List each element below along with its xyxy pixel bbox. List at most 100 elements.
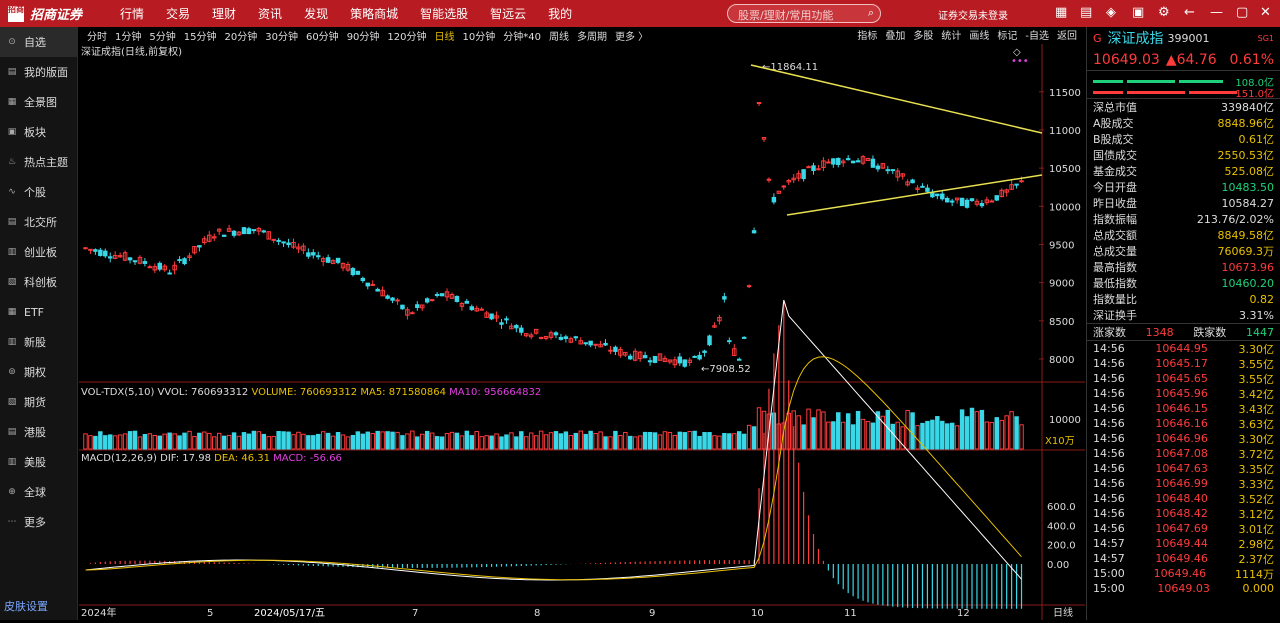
period-tab-14[interactable]: 更多 〉 (614, 32, 649, 43)
volume-bar (677, 431, 683, 450)
sidebar-label: 北交所 (24, 216, 57, 229)
gear-icon[interactable]: ⚙ (1158, 5, 1170, 20)
candle (182, 257, 187, 266)
period-tab-6[interactable]: 60分钟 (305, 32, 339, 43)
period-tab-5[interactable]: 30分钟 (265, 32, 298, 43)
nav-item-6[interactable]: 智能选股 (420, 7, 469, 21)
sidebar-item-10[interactable]: ▥ 新股 (0, 327, 77, 357)
sidebar-label: 自选 (24, 36, 46, 49)
candle (1014, 183, 1019, 189)
sidebar-item-6[interactable]: ▤ 北交所 (0, 207, 77, 237)
minimize-icon[interactable]: — (1210, 5, 1223, 20)
sidebar-item-16[interactable]: ⋯ 更多 (0, 507, 77, 537)
period-tab-11[interactable]: 分钟*40 (503, 32, 541, 43)
nav-item-3[interactable]: 资讯 (258, 7, 283, 21)
close-icon[interactable]: ✕ (1260, 5, 1271, 20)
candle (202, 236, 207, 245)
period-tab-10[interactable]: 10分钟 (462, 32, 496, 43)
period-tab-2[interactable]: 5分钟 (149, 32, 176, 43)
skin-settings-button[interactable]: 皮肤设置 (4, 600, 48, 613)
sidebar-item-3[interactable]: ▣ 板块 (0, 117, 77, 147)
grid-icon[interactable]: ▦ (1055, 5, 1068, 20)
chart-title: 深证成指(日线,前复权) (81, 45, 182, 58)
period-tab-3[interactable]: 15分钟 (183, 32, 217, 43)
candle (167, 269, 172, 275)
sidebar-item-9[interactable]: ▦ ETF (0, 297, 77, 327)
maximize-icon[interactable]: ▢ (1236, 5, 1249, 20)
candle (261, 229, 267, 234)
candle (637, 351, 643, 362)
sidebar-item-14[interactable]: ▥ 美股 (0, 447, 77, 477)
candle (112, 251, 118, 260)
chart-icon[interactable]: ▤ (1080, 5, 1093, 20)
trade-login-status[interactable]: 证券交易未登录 (938, 11, 1008, 22)
kline-svg[interactable]: 深证成指(日线,前复权) 11500 11000 10500 10000 9500 900… (79, 44, 1085, 620)
candle (945, 196, 950, 203)
period-tab-4[interactable]: 20分钟 (224, 32, 258, 43)
candle (677, 352, 683, 366)
volume-bar (751, 426, 757, 450)
chart-tool-7[interactable]: 返回 (1057, 31, 1077, 42)
search-icon[interactable]: ⌕ (867, 6, 874, 19)
more-icon[interactable]: ••• (1011, 56, 1029, 67)
layout-icon[interactable]: ▣ (1132, 5, 1145, 20)
search-input[interactable]: 股票/理财/常用功能 ⌕ (727, 4, 881, 23)
tick-time: 14:56 (1093, 522, 1125, 535)
back-icon[interactable]: ← (1184, 5, 1195, 20)
tick-volume: 3.55亿 (1238, 372, 1274, 386)
chart-tool-4[interactable]: 画线 (969, 31, 990, 42)
tick-row: 14:56 10645.65 3.55亿 (1087, 371, 1280, 386)
period-tab-1[interactable]: 1分钟 (115, 32, 142, 43)
kline-chart-area[interactable]: 深证成指(日线,前复权) 11500 11000 10500 10000 9500 900… (79, 44, 1085, 620)
volume-bar (276, 430, 281, 450)
period-tab-0[interactable]: 分时 (87, 32, 107, 43)
period-tab-7[interactable]: 90分钟 (346, 32, 380, 43)
chart-tool-5[interactable]: 标记 (997, 31, 1018, 42)
sidebar-item-11[interactable]: ⊚ 期权 (0, 357, 77, 387)
candle (598, 340, 603, 348)
volume-bar (261, 433, 267, 450)
candle (246, 226, 252, 235)
nav-item-0[interactable]: 行情 (120, 7, 145, 21)
sidebar-item-4[interactable]: ♨ 热点主题 (0, 147, 77, 177)
candle (573, 335, 579, 341)
sidebar-item-5[interactable]: ∿ 个股 (0, 177, 77, 207)
nav-item-8[interactable]: 我的 (548, 7, 573, 21)
cube-icon[interactable]: ◈ (1106, 5, 1116, 20)
chart-tool-0[interactable]: 指标 (857, 31, 878, 42)
chart-tool-1[interactable]: 叠加 (885, 31, 906, 42)
period-tab-12[interactable]: 周线 (548, 32, 569, 43)
nav-item-5[interactable]: 策略商城 (350, 7, 399, 21)
sidebar-item-7[interactable]: ▥ 创业板 (0, 237, 77, 267)
sidebar-item-15[interactable]: ⊕ 全球 (0, 477, 77, 507)
candle (137, 255, 143, 265)
period-tab-9[interactable]: 日线 (434, 32, 455, 43)
volume-bar (816, 409, 821, 450)
sidebar-item-8[interactable]: ▧ 科创板 (0, 267, 77, 297)
sidebar-item-13[interactable]: ▤ 港股 (0, 417, 77, 447)
tick-list[interactable]: 14:56 10644.95 3.30亿 14:56 10645.17 3.55亿 14:5… (1087, 341, 1280, 596)
period-tab-8[interactable]: 120分钟 (387, 32, 427, 43)
volume-bar (330, 435, 336, 450)
diamond-icon[interactable]: ◇ (1013, 47, 1021, 58)
sidebar-item-1[interactable]: ▤ 我的版面 (0, 57, 77, 87)
tick-time: 15:00 (1093, 567, 1125, 580)
volume-bar (400, 435, 405, 450)
sidebar-label: 新股 (24, 336, 46, 349)
candle (231, 230, 237, 238)
chart-tool-2[interactable]: 多股 (913, 31, 934, 42)
quote-value: 525.08亿 (1224, 165, 1275, 178)
nav-item-1[interactable]: 交易 (166, 7, 191, 21)
chart-tool-6[interactable]: -自选 (1025, 31, 1049, 42)
chart-tool-3[interactable]: 统计 (941, 31, 962, 42)
sidebar-item-12[interactable]: ▧ 期货 (0, 387, 77, 417)
nav-item-7[interactable]: 智远云 (490, 7, 527, 21)
sidebar-item-2[interactable]: ▦ 全景图 (0, 87, 77, 117)
candle (429, 299, 435, 302)
sidebar-icon: ⊙ (8, 37, 16, 47)
nav-item-2[interactable]: 理财 (212, 7, 237, 21)
sidebar-item-0[interactable]: ⊙ 自选 (0, 27, 77, 57)
nav-item-4[interactable]: 发现 (304, 7, 329, 21)
candle (727, 337, 732, 345)
period-tab-13[interactable]: 多周期 (576, 32, 607, 43)
